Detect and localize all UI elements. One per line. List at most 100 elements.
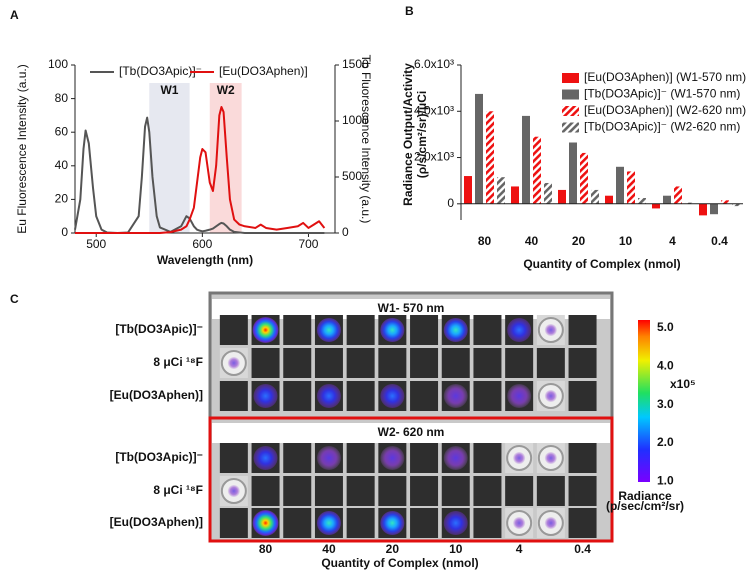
legend-label: [Eu(DO3Aphen)] (W2-620 nm) — [584, 103, 746, 117]
signal — [544, 324, 557, 336]
well — [536, 348, 565, 378]
well — [219, 508, 248, 538]
well — [568, 443, 597, 473]
signal — [252, 510, 279, 536]
well — [568, 508, 597, 538]
colorbar-tick-label: 5.0 — [657, 320, 674, 334]
colorbar-tick-label: 3.0 — [657, 397, 674, 411]
y-axis-label: Radiance Output/Activity — [401, 63, 415, 206]
bar — [464, 176, 472, 204]
colorbar-tick-label: 2.0 — [657, 435, 674, 449]
bar — [685, 202, 693, 204]
colorbar-label: Radiance — [618, 489, 672, 503]
y2-axis-label: Tb Fluorescence Intensity (a.u.) — [359, 55, 373, 224]
y-tick-label: 6.0x10³ — [414, 57, 454, 71]
well — [473, 443, 502, 473]
well — [473, 348, 502, 378]
band-label: W1 — [160, 83, 178, 97]
well — [314, 348, 343, 378]
legend-swatch — [562, 122, 579, 133]
well — [219, 315, 248, 345]
series-line — [75, 106, 326, 234]
signal — [513, 452, 526, 464]
well — [410, 315, 439, 345]
x-tick-label: 4 — [669, 234, 676, 248]
well — [346, 381, 375, 411]
bar — [616, 166, 624, 204]
signal — [227, 485, 240, 497]
signal — [316, 384, 341, 408]
signal — [252, 317, 279, 343]
well — [251, 348, 280, 378]
x-tick-label: 80 — [259, 542, 273, 556]
bar — [558, 189, 566, 204]
row-label: [Eu(DO3Aphen)] — [110, 388, 203, 402]
bar — [591, 189, 599, 204]
legend-swatch — [562, 89, 579, 100]
well — [568, 476, 597, 506]
bar — [699, 203, 707, 216]
bar — [569, 142, 577, 204]
signal — [443, 511, 468, 535]
bar — [580, 152, 588, 204]
x-tick-label: 600 — [192, 237, 212, 251]
x-tick-label: 4 — [516, 542, 523, 556]
x-tick-label: 0.4 — [574, 542, 591, 556]
signal — [507, 384, 532, 408]
signal — [380, 384, 405, 408]
legend-label: [Tb(DO3Apic)]⁻ — [119, 64, 202, 78]
series-line — [74, 116, 325, 234]
well — [473, 476, 502, 506]
bar — [652, 203, 660, 209]
well — [441, 476, 470, 506]
well — [378, 476, 407, 506]
bar — [486, 111, 494, 204]
legend-label: [Eu(DO3Aphen)] — [219, 64, 308, 78]
well — [283, 476, 312, 506]
x-tick-label: 40 — [322, 542, 336, 556]
colorbar-multiplier: x10⁵ — [670, 377, 696, 391]
row-label: 8 μCi ¹⁸F — [153, 355, 203, 369]
bar — [710, 203, 718, 215]
bar — [533, 136, 541, 204]
signal — [227, 357, 240, 369]
x-tick-label: 700 — [298, 237, 318, 251]
colorbar — [638, 320, 650, 482]
x-tick-label: 20 — [572, 234, 586, 248]
bar — [511, 186, 519, 204]
y-tick-label: 4.0x10³ — [414, 103, 454, 117]
well — [568, 348, 597, 378]
bar — [497, 177, 505, 204]
well — [346, 476, 375, 506]
legend-label: [Eu(DO3Aphen)] (W1-570 nm) — [584, 70, 746, 84]
well — [283, 443, 312, 473]
x-tick-label: 20 — [386, 542, 400, 556]
bar — [721, 200, 729, 204]
x-axis-label: Quantity of Complex (nmol) — [523, 257, 680, 271]
well — [283, 348, 312, 378]
row-label: [Tb(DO3Apic)]⁻ — [115, 322, 203, 336]
signal — [316, 446, 341, 470]
well — [346, 443, 375, 473]
band — [209, 83, 242, 233]
band-label: W2 — [217, 83, 235, 97]
bar — [638, 198, 646, 204]
panel-title: W2- 620 nm — [378, 425, 445, 439]
y-tick-label: 0 — [447, 196, 454, 210]
signal — [253, 384, 278, 408]
well — [473, 508, 502, 538]
legend-swatch — [562, 73, 579, 83]
panel-letter: B — [405, 4, 414, 18]
legend-swatch — [562, 106, 579, 116]
legend-label: [Tb(DO3Apic)]⁻ (W2-620 nm) — [584, 120, 740, 134]
signal — [380, 446, 405, 470]
y-tick-label: 0 — [61, 225, 68, 239]
y-tick-label: 100 — [48, 57, 68, 71]
signal — [443, 384, 468, 408]
panel-letter: C — [10, 292, 19, 306]
bar — [627, 171, 635, 204]
title-strip — [212, 423, 610, 443]
well — [473, 315, 502, 345]
well — [283, 315, 312, 345]
